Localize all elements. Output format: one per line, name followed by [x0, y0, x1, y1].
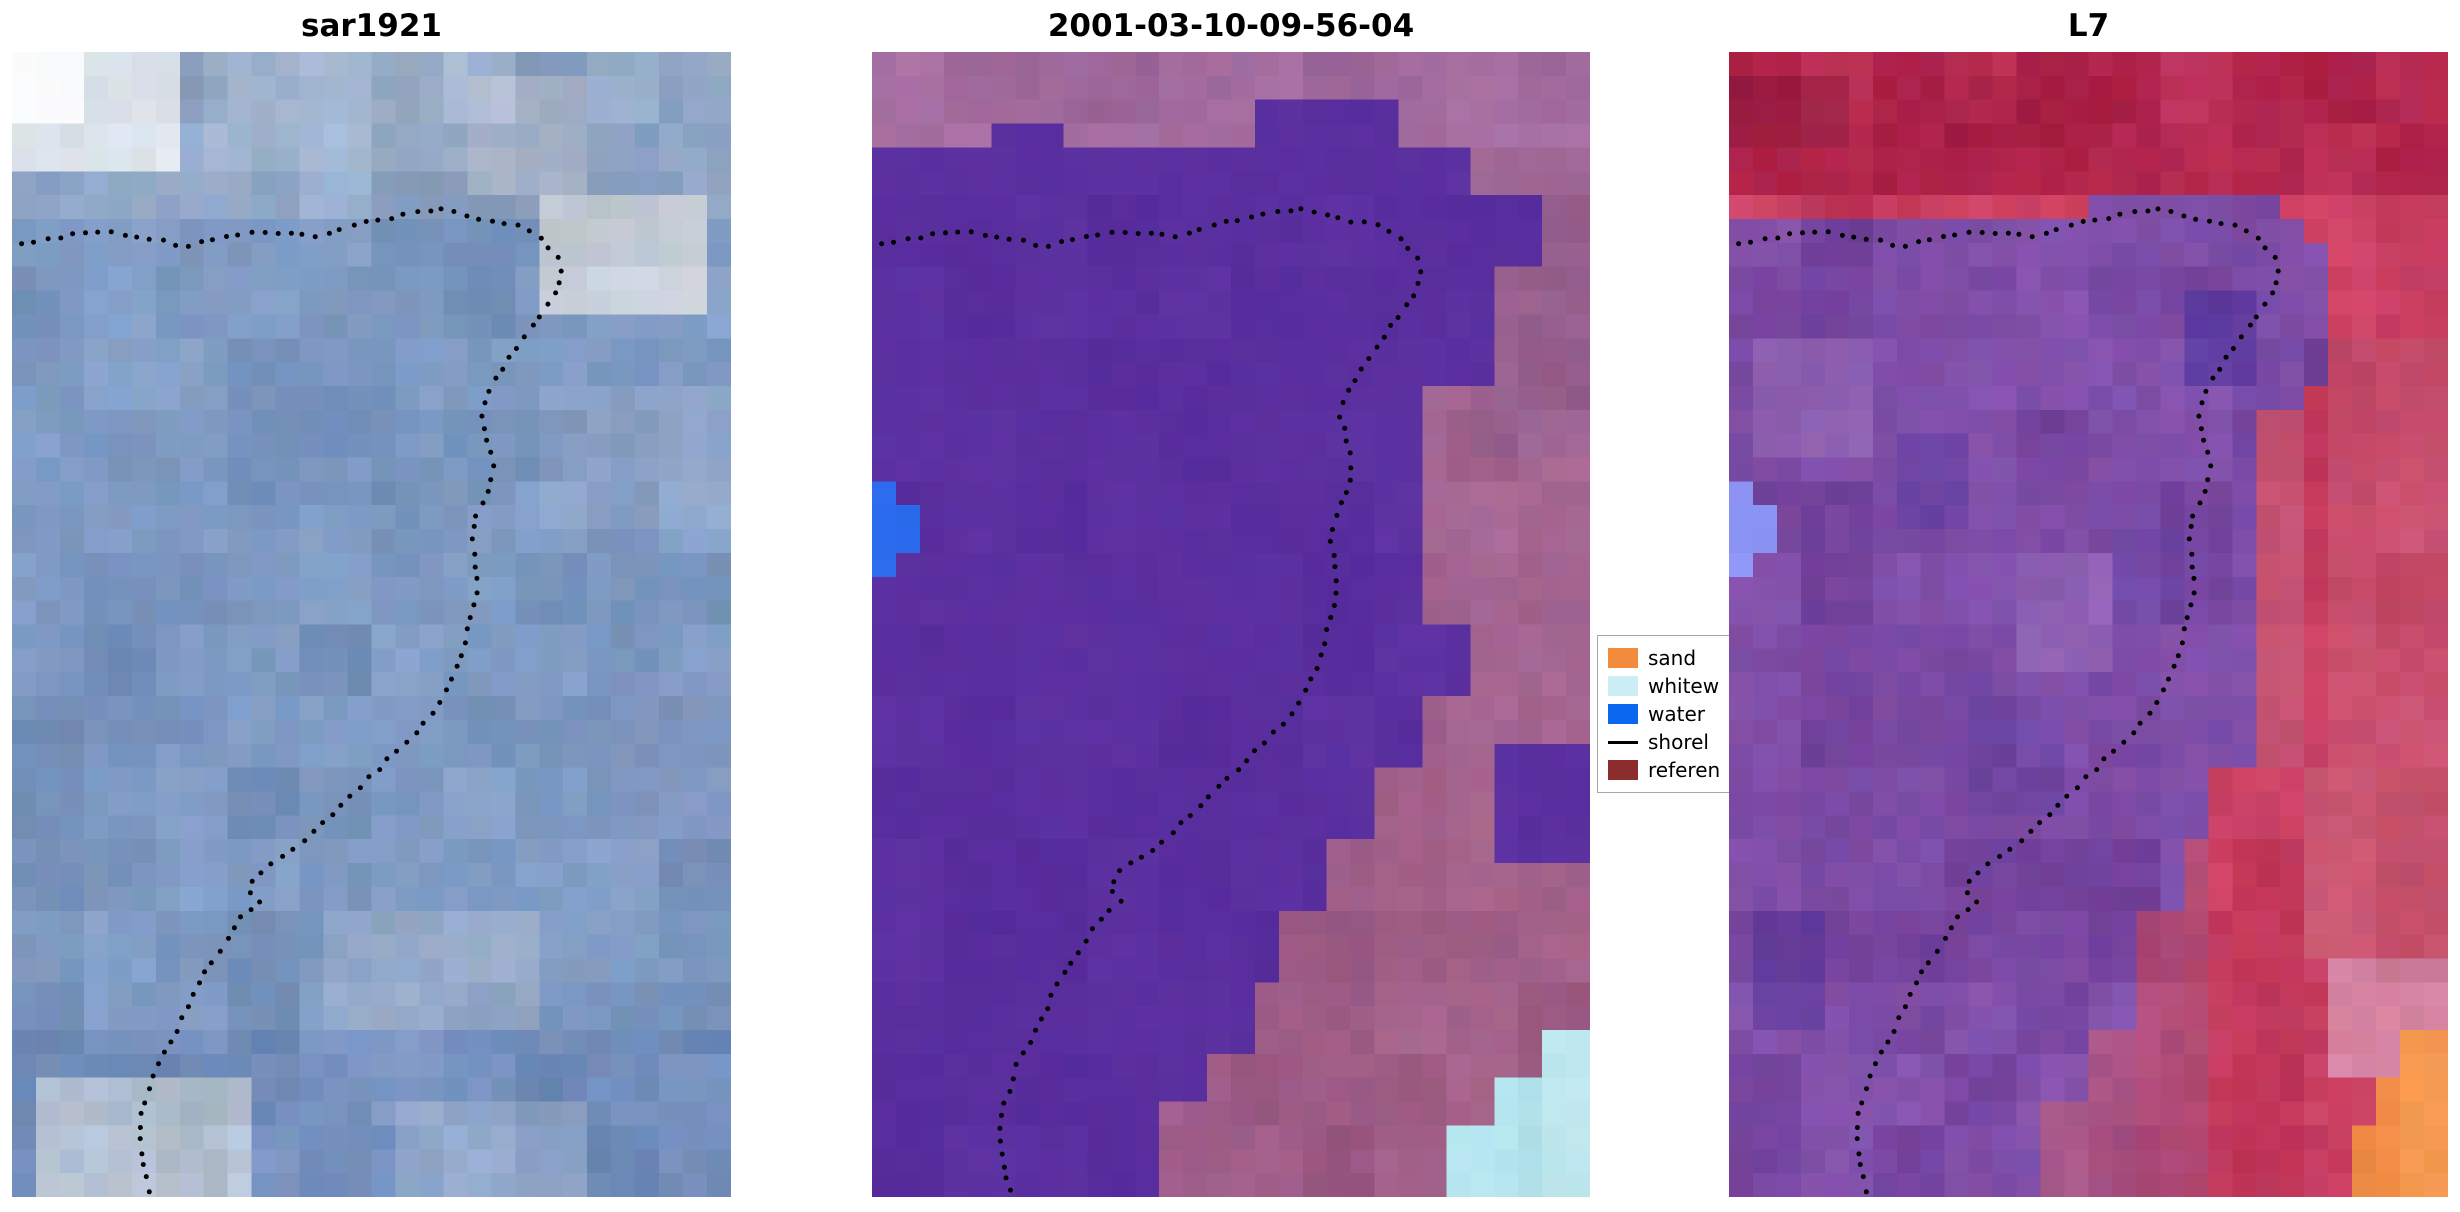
shoreline-dots-overlay: [1736, 206, 2281, 1195]
satellite-image-classified-2001-03-10-09-56-04: [872, 52, 1590, 1197]
shoreline-dots-overlay: [879, 206, 1424, 1193]
shoreline-dots-overlay: [19, 206, 564, 1195]
panel-title: L7: [2067, 8, 2110, 44]
panel-sar1921: sar1921: [12, 8, 731, 1197]
satellite-image-sar1921: [12, 52, 731, 1197]
legend-label-reference: referen: [1648, 758, 1721, 782]
legend-item-whitewater: whitew: [1608, 672, 1801, 700]
legend-swatch-reference: [1608, 760, 1638, 780]
legend-label-water: water: [1648, 702, 1705, 726]
panel-title: 2001-03-10-09-56-04: [1047, 8, 1415, 44]
legend-label-sand: sand: [1648, 646, 1697, 670]
panel-title: sar1921: [301, 8, 442, 44]
legend-item-sand: sand: [1608, 644, 1801, 672]
legend-swatch-whitewater: [1608, 676, 1638, 696]
legend-item-water: water: [1608, 700, 1801, 728]
panel-L7: L7: [1729, 8, 2448, 1197]
satellite-image-L7: [1729, 52, 2448, 1197]
legend-line-sample: [1608, 741, 1638, 744]
legend-label-whitewater: whitew: [1648, 674, 1720, 698]
legend-swatch-sand: [1608, 648, 1638, 668]
legend-label-shoreline: shorel: [1648, 730, 1709, 754]
panel-classified-2001-03-10-09-56-04: 2001-03-10-09-56-04: [872, 8, 1590, 1197]
legend-swatch-water: [1608, 704, 1638, 724]
legend-item-reference: referen: [1608, 756, 1801, 784]
legend-item-shoreline: shorel: [1608, 728, 1801, 756]
legend-swatch-shoreline-line: [1608, 732, 1638, 752]
